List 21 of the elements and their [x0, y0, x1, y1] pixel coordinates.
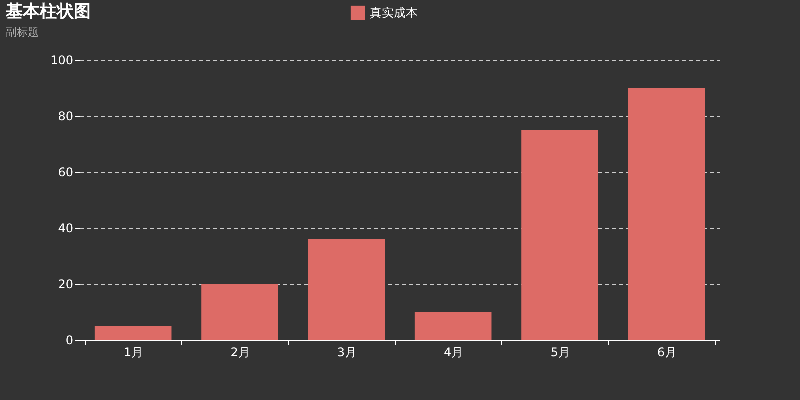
x-tick-label: 6月 [657, 346, 677, 360]
bar [202, 284, 278, 340]
bar [414, 312, 492, 340]
bar [522, 130, 598, 340]
x-tick-label: 4月 [444, 346, 464, 360]
chart-subtitle: 副标题 [6, 26, 39, 39]
bar [94, 326, 172, 340]
legend-label: 真实成本 [370, 6, 418, 20]
y-tick-label: 80 [58, 110, 74, 124]
x-tick-label: 2月 [230, 346, 250, 360]
x-tick-label: 1月 [124, 346, 144, 360]
y-tick-label: 40 [58, 222, 74, 236]
y-tick-label: 0 [66, 334, 74, 348]
chart-title: 基本柱状图 [5, 2, 91, 22]
y-tick-label: 60 [58, 166, 74, 180]
y-tick-label: 100 [50, 54, 74, 68]
y-tick-label: 20 [58, 278, 74, 292]
bar [308, 239, 386, 340]
x-tick-label: 5月 [550, 346, 570, 360]
x-tick-label: 3月 [337, 346, 357, 360]
bar [628, 88, 706, 340]
